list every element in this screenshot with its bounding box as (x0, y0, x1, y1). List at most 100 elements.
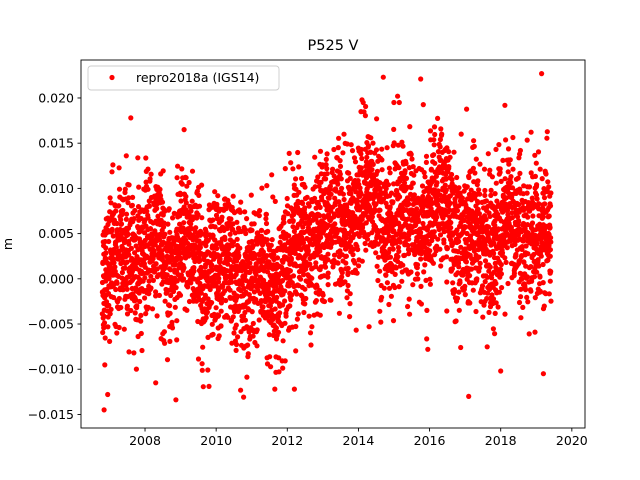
data-point (535, 257, 541, 263)
y-axis-label: m (0, 238, 15, 250)
data-point (325, 257, 331, 263)
data-point (313, 298, 319, 304)
data-point (122, 237, 128, 243)
data-point (546, 213, 552, 219)
data-point (250, 333, 256, 339)
data-point (313, 260, 319, 266)
data-point (126, 195, 132, 201)
data-point (287, 268, 293, 274)
data-point (379, 146, 385, 152)
data-point (449, 266, 455, 272)
data-point (508, 179, 514, 186)
data-point-outlier (380, 74, 386, 80)
data-point (505, 146, 512, 152)
data-point (320, 292, 326, 298)
data-point (446, 149, 452, 155)
data-point (421, 269, 427, 275)
data-point (290, 224, 296, 230)
data-point (189, 198, 195, 204)
data-point (455, 249, 461, 255)
data-point (181, 220, 187, 226)
data-point (419, 183, 426, 189)
data-point (526, 331, 532, 337)
data-point (281, 214, 287, 220)
data-point (515, 232, 522, 238)
data-point (528, 264, 534, 270)
data-point (188, 208, 194, 214)
data-point (516, 219, 522, 225)
data-point (134, 303, 140, 309)
data-point (447, 200, 453, 206)
data-point (301, 309, 307, 316)
data-point (377, 180, 383, 186)
data-point (302, 205, 308, 211)
legend: repro2018a (IGS14) (87, 65, 280, 91)
data-point (454, 295, 461, 301)
data-point (350, 252, 356, 258)
data-point (428, 166, 434, 172)
data-point (149, 306, 156, 312)
data-point (312, 184, 318, 190)
y-tick-label: 0.005 (38, 226, 74, 241)
data-point (272, 306, 278, 312)
data-point (423, 277, 429, 283)
data-point-outlier (498, 368, 504, 374)
data-point (400, 143, 406, 149)
data-point (358, 191, 364, 197)
data-point (286, 233, 292, 239)
data-point (174, 337, 180, 343)
data-point (458, 244, 464, 250)
data-point (359, 155, 365, 162)
x-tick-label: 2012 (271, 433, 303, 448)
data-point (449, 176, 455, 183)
data-point (179, 181, 185, 187)
data-point (203, 229, 209, 235)
data-point (430, 260, 436, 266)
data-point (518, 294, 524, 300)
data-point (245, 342, 251, 348)
data-point (502, 311, 508, 317)
data-point (242, 209, 248, 215)
data-point (476, 254, 482, 260)
data-point (266, 332, 272, 338)
data-point (109, 226, 115, 232)
data-point (194, 188, 200, 194)
data-point (341, 131, 347, 137)
data-point (119, 269, 125, 276)
data-point (467, 300, 473, 306)
data-point (126, 182, 132, 188)
data-point (116, 324, 122, 331)
data-point (324, 171, 330, 177)
data-point (507, 157, 513, 163)
data-point (238, 228, 244, 235)
data-point (276, 369, 282, 375)
y-tick-label: 0.000 (38, 271, 74, 286)
data-point (317, 312, 323, 318)
data-point (372, 208, 378, 214)
data-point (183, 200, 189, 206)
data-point (203, 315, 209, 321)
data-point (108, 306, 114, 312)
data-point (427, 281, 433, 287)
data-point (342, 279, 348, 285)
data-point (505, 280, 511, 287)
data-point (245, 351, 251, 357)
data-point (336, 199, 342, 205)
data-point (196, 203, 203, 209)
data-point (470, 165, 476, 171)
data-point (390, 318, 397, 324)
data-point (169, 325, 176, 331)
data-point (449, 171, 455, 178)
data-point (202, 292, 208, 298)
data-point (418, 301, 424, 307)
data-point (491, 240, 497, 246)
data-point (399, 278, 405, 284)
data-point (123, 282, 129, 288)
data-point (530, 213, 536, 219)
data-point (410, 282, 416, 288)
data-point (179, 166, 185, 172)
axes-frame (80, 59, 586, 429)
data-point (324, 166, 330, 172)
data-point (548, 235, 554, 241)
x-tick-label: 2018 (485, 433, 517, 448)
